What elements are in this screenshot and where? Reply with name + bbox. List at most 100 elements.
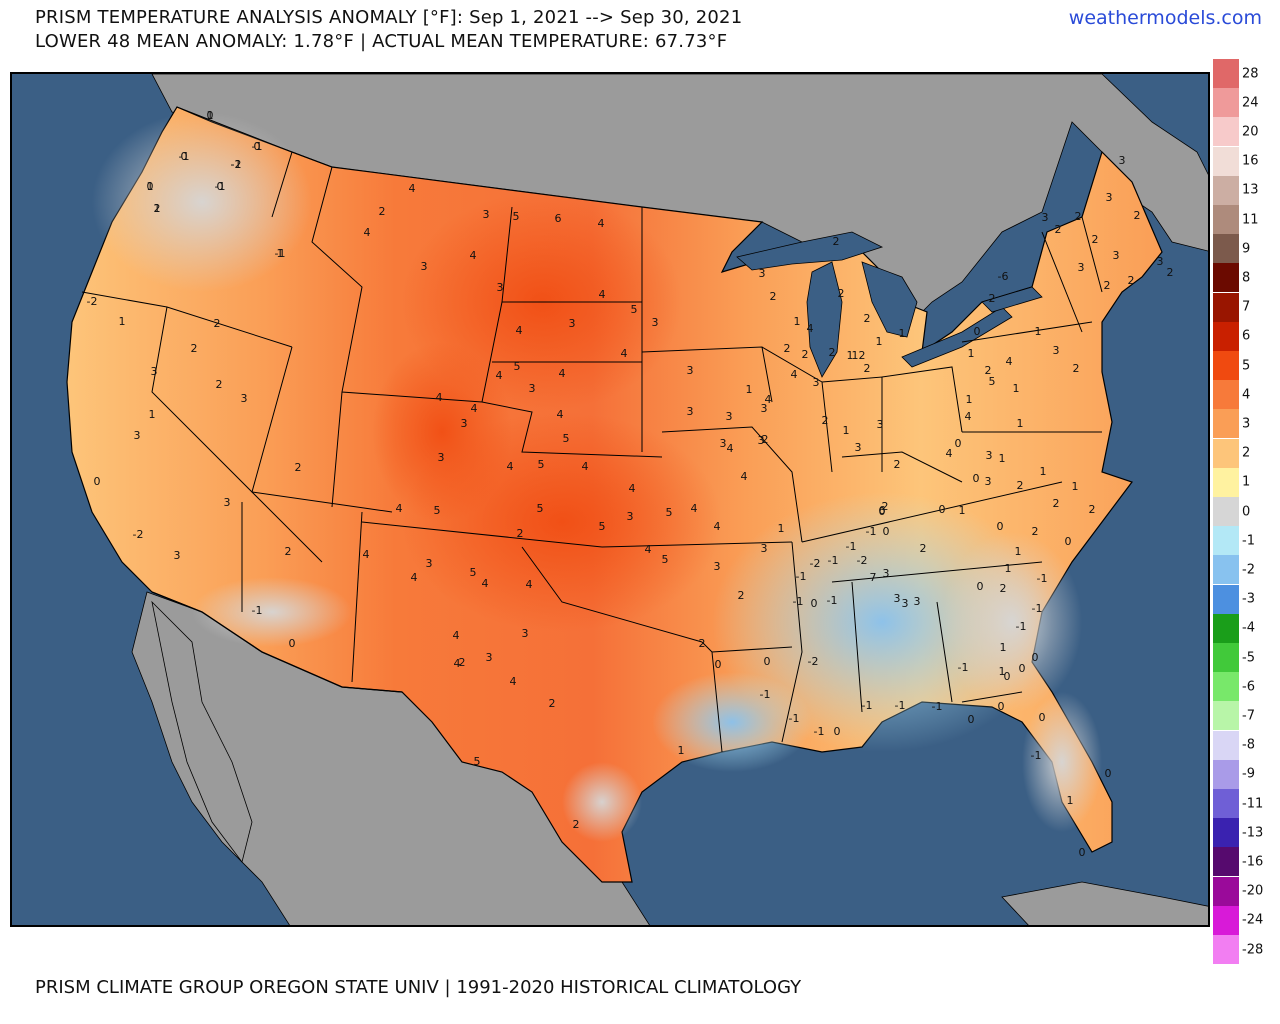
legend-label: 28	[1242, 66, 1259, 82]
region-value-label: 0	[883, 525, 890, 538]
map-footer: PRISM CLIMATE GROUP OREGON STATE UNIV | …	[35, 977, 802, 998]
legend-swatch	[1213, 905, 1239, 935]
region-value-label: 2	[459, 656, 466, 669]
legend-swatch	[1213, 380, 1239, 410]
region-value-label: 5	[434, 504, 441, 517]
region-value-label: 0	[94, 475, 101, 488]
legend-swatch	[1213, 351, 1239, 380]
region-value-label: 4	[559, 367, 566, 380]
legend-swatch	[1213, 467, 1239, 497]
legend-swatch	[1213, 584, 1239, 614]
region-value-label: 0	[811, 597, 818, 610]
intl-border	[151, 591, 403, 693]
region-value-label: 2	[285, 545, 292, 558]
region-value-label: 1	[746, 383, 753, 396]
region-value-label: 2	[762, 433, 769, 446]
cool-pacific-nw	[92, 112, 312, 292]
region-value-label: 3	[914, 595, 921, 608]
neutral-arizona	[192, 577, 352, 647]
region-value-label: 3	[461, 417, 468, 430]
legend-swatch	[1213, 409, 1239, 439]
legend-label: 7	[1242, 299, 1251, 315]
region-value-label: -1	[793, 595, 804, 608]
region-value-label: 3	[529, 382, 536, 395]
region-value-label: 2	[1089, 503, 1096, 516]
region-value-label: 0	[1105, 767, 1112, 780]
region-value-label: 1	[678, 744, 685, 757]
region-value-label: 0	[289, 637, 296, 650]
region-value-label: 1	[1040, 465, 1047, 478]
region-value-label: -1	[275, 247, 286, 260]
region-value-label: 4	[965, 410, 972, 423]
legend-label: -7	[1242, 708, 1255, 724]
region-value-label: 4	[482, 577, 489, 590]
region-value-label: 4	[396, 502, 403, 515]
brand-link[interactable]: weathermodels.com	[1068, 7, 1262, 29]
region-value-label: 3	[1053, 344, 1060, 357]
region-value-label: 0	[973, 472, 980, 485]
region-value-label: -6	[998, 270, 1009, 283]
region-value-label: 0	[1019, 662, 1026, 675]
region-value-label: 4	[526, 578, 533, 591]
legend-swatch	[1213, 818, 1239, 848]
region-value-label: -1	[862, 699, 873, 712]
legend-label: -2	[1242, 562, 1255, 578]
region-value-label: 4	[582, 460, 589, 473]
region-value-label: 4	[507, 460, 514, 473]
legend-label: 9	[1242, 241, 1251, 257]
legend-swatch	[1213, 672, 1239, 702]
region-value-label: 4	[409, 182, 416, 195]
region-value-label: 5	[631, 303, 638, 316]
legend-label: 0	[1242, 504, 1251, 520]
region-value-label: 2	[214, 317, 221, 330]
region-value-label: -1	[789, 712, 800, 725]
region-value-label: -1	[252, 140, 263, 153]
region-value-label: 4	[363, 548, 370, 561]
region-value-label: 2	[864, 312, 871, 325]
legend-label: 13	[1242, 182, 1259, 198]
region-value-label: 3	[720, 437, 727, 450]
region-value-label: 0	[764, 655, 771, 668]
region-value-label: 3	[1106, 191, 1113, 204]
legend-label: 4	[1242, 387, 1251, 403]
legend-label: 16	[1242, 153, 1259, 169]
region-value-label: 1	[794, 315, 801, 328]
region-value-label: 1	[843, 424, 850, 437]
region-value-label: 3	[224, 496, 231, 509]
region-value-label: 2	[829, 346, 836, 359]
region-value-label: 3	[883, 567, 890, 580]
region-value-label: 2	[573, 818, 580, 831]
region-value-label: 0	[181, 150, 188, 163]
region-value-label: 2	[154, 202, 161, 215]
legend-swatch	[1213, 438, 1239, 468]
region-value-label: 4	[645, 543, 652, 556]
region-value-label: 2	[770, 290, 777, 303]
region-value-label: 4	[691, 502, 698, 515]
region-value-label: 5	[662, 553, 669, 566]
region-value-label: 3	[758, 434, 765, 447]
region-value-label: 4	[510, 675, 517, 688]
region-value-label: 2	[784, 342, 791, 355]
region-value-label: 3	[813, 376, 820, 389]
region-value-label: 4	[454, 657, 461, 670]
region-value-label: 1	[207, 109, 214, 122]
legend-label: -4	[1242, 620, 1255, 636]
region-value-label: 0	[977, 580, 984, 593]
legend-swatch	[1213, 789, 1239, 818]
region-value-label: 4	[765, 393, 772, 406]
region-value-label: 4	[557, 408, 564, 421]
region-value-label: -1	[895, 699, 906, 712]
region-value-label: -1	[846, 540, 857, 553]
region-value-label: 2	[985, 364, 992, 377]
region-value-label: -2	[857, 554, 868, 567]
region-value-label: 4	[598, 217, 605, 230]
region-value-label: -1	[828, 554, 839, 567]
region-value-label: 4	[807, 322, 814, 335]
region-value-label: 2	[859, 349, 866, 362]
legend-label: -9	[1242, 766, 1255, 782]
region-value-label: 2	[1000, 582, 1007, 595]
neutral-southeast	[942, 532, 1082, 712]
region-value-label: 1	[154, 202, 161, 215]
region-value-label: 4	[621, 347, 628, 360]
region-value-label: 0	[939, 503, 946, 516]
